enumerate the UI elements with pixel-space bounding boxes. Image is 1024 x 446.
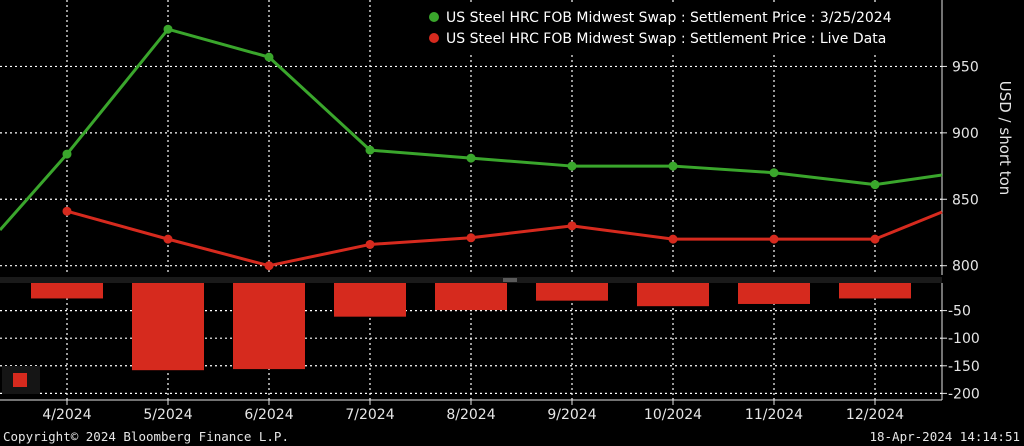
lower-legend-swatch [13,373,27,387]
difference-bar [334,283,406,317]
settlement-point [466,153,476,163]
live-point [62,206,72,216]
x-tick-label: 10/2024 [644,407,702,423]
live-data-line [66,209,943,268]
live-point [870,234,880,244]
panel-divider [0,277,942,283]
y-tick-label: 900 [952,126,979,142]
x-tick-label: 6/2024 [244,407,293,423]
legend-label: US Steel HRC FOB Midwest Swap : Settleme… [446,31,886,47]
x-axis: 4/2024 5/2024 6/2024 7/2024 8/2024 9/2024 10/2… [0,399,942,423]
y-tick-label: -100 [948,331,980,347]
settlement-point [264,52,274,62]
x-tick-label: 11/2024 [745,407,803,423]
settlement-point [769,168,779,178]
y-tick-label: -150 [948,359,980,375]
settlement-point [365,145,375,155]
settlement-point [668,161,678,171]
legend-label: US Steel HRC FOB Midwest Swap : Settleme… [446,10,892,26]
x-tick-label: 9/2024 [547,407,596,423]
legend-marker [429,12,439,22]
upper-panel: 800 850 900 950 USD / short ton [0,0,1014,283]
difference-bar [536,283,608,301]
live-point [264,261,274,271]
y-tick-label: 850 [952,192,979,208]
settlement-point [62,149,72,159]
difference-bar [233,283,305,370]
live-point [769,234,779,244]
live-point [466,233,476,243]
copyright-text: Copyright© 2024 Bloomberg Finance L.P. [3,429,289,444]
y-tick-label: 950 [952,59,979,75]
live-point [668,234,678,244]
legend: US Steel HRC FOB Midwest Swap : Settleme… [417,2,938,54]
settlement-point [163,24,173,34]
settlement-point [870,180,880,190]
difference-bar [435,283,507,311]
timestamp-text: 18-Apr-2024 14:14:51 [869,429,1020,444]
x-tick-label: 12/2024 [846,407,904,423]
y-tick-label: -200 [948,386,980,402]
legend-box [417,2,938,54]
legend-marker [429,33,439,43]
x-tick-label: 4/2024 [42,407,91,423]
x-tick-label: 7/2024 [345,407,394,423]
settlement-point [567,161,577,171]
live-point [163,234,173,244]
lower-panel: -50 -100 -150 -200 [0,283,980,402]
difference-bar [637,283,709,307]
y-axis-label: USD / short ton [996,81,1014,196]
settlement-price-line [0,27,943,231]
live-point [365,239,375,249]
difference-bar [738,283,810,304]
live-point [567,221,577,231]
difference-bar [31,283,103,299]
difference-bar [839,283,911,299]
y-tick-label: -50 [948,304,971,320]
y-tick-label: 800 [952,259,979,275]
x-tick-label: 8/2024 [446,407,495,423]
difference-bar [132,283,204,371]
x-tick-label: 5/2024 [143,407,192,423]
